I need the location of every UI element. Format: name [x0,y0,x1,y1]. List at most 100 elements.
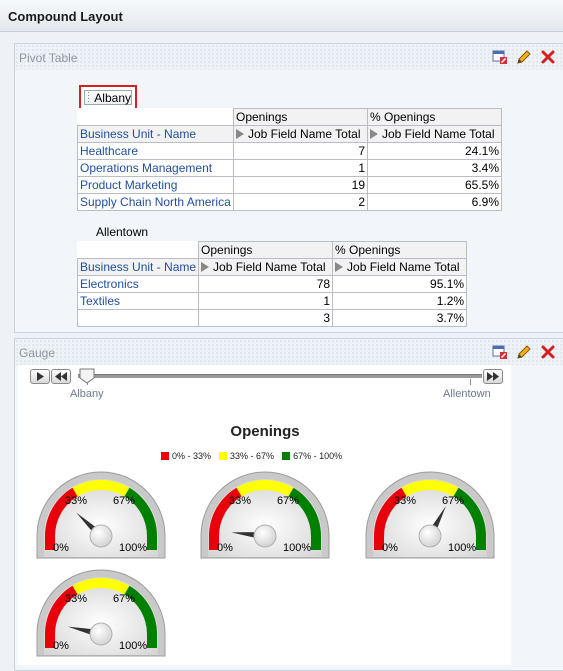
page-item-selector[interactable]: Albany [79,85,137,110]
row-name[interactable]: Operations Management [77,159,234,177]
legend-item: 33% - 67% [219,451,274,461]
table-row: Product Marketing 19 65.5% [77,176,502,194]
table-row: 3 3.7% [76,309,468,327]
legend-label: 67% - 100% [293,451,343,461]
gauge-supply-chain-north-america: 33% 67% 0% 100% [35,568,167,660]
col-header-pct-openings: % Openings [367,108,502,126]
gauge-band-red [374,487,407,536]
gauge-hub [418,524,442,548]
window-title: Compound Layout [8,9,123,24]
expand-triangle-icon[interactable] [335,262,344,272]
tick-label-0: 0% [382,542,398,554]
drag-handle-icon[interactable] [87,91,92,104]
gauge-band-yellow [401,480,459,497]
col-header-openings: Openings [233,108,368,126]
delete-icon[interactable] [539,343,557,361]
tick-label-100: 100% [119,640,148,652]
allentown-label: Allentown [96,225,149,239]
properties-icon[interactable] [491,48,509,66]
tick-label-33: 33% [65,495,88,507]
pivot-table-allentown: Openings % Openings Business Unit - Name… [76,241,468,327]
gauge-section-header: Gauge [15,339,563,365]
tick-label-0: 0% [53,640,69,652]
gauge-band-red [45,585,78,634]
tick-label-33: 33% [229,495,252,507]
sub-header-label: Job Field Name Total [213,260,326,274]
sub-header[interactable]: Job Field Name Total [367,125,502,143]
row-name[interactable] [76,309,200,327]
legend-item: 67% - 100% [282,451,342,461]
row-name[interactable]: Product Marketing [77,176,234,194]
slider-tick [470,379,471,385]
cell-pct: 1.2% [332,292,468,310]
chart-title: Openings [230,423,300,440]
page-item-label: Albany [94,90,131,105]
tick-label-67: 67% [113,495,136,507]
gauge-band-green-base [147,634,157,648]
play-button[interactable] [30,369,50,384]
table-row: Electronics 78 95.1% [76,275,468,293]
gauge-hub [89,622,113,646]
sub-header-label: Job Field Name Total [347,260,460,274]
cell-pct: 95.1% [332,275,468,293]
gauge-band-red-base [209,536,219,550]
properties-icon[interactable] [491,343,509,361]
edit-pencil-icon[interactable] [515,48,533,66]
gauge-section-label: Gauge [19,346,56,360]
legend-label: 33% - 67% [230,451,275,461]
row-name[interactable]: Textiles [76,292,200,310]
row-name[interactable]: Electronics [76,275,200,293]
delete-icon[interactable] [539,48,557,66]
tick-label-100: 100% [448,542,477,554]
sub-header[interactable]: Job Field Name Total [332,258,468,276]
gauge-hub [253,524,277,548]
gauge-band-red [209,487,242,536]
cell-openings: 19 [233,176,368,194]
tick-label-0: 0% [217,542,233,554]
sub-header[interactable]: Job Field Name Total [198,258,334,276]
cell-pct: 65.5% [367,176,502,194]
pivot-toolbar [491,48,557,66]
tick-label-100: 100% [283,542,312,554]
gauge-band-yellow [72,480,130,497]
row-name[interactable]: Healthcare [77,142,234,160]
legend-swatch-green [282,452,291,460]
cell-pct: 3.7% [332,309,468,327]
slider-start-label[interactable]: Albany [70,388,104,400]
page-item-box[interactable]: Albany [84,90,132,105]
pivot-section-label: Pivot Table [19,51,78,65]
expand-triangle-icon[interactable] [370,129,378,139]
gauge-dial [36,569,166,657]
slider-thumb[interactable] [78,368,96,384]
chart-legend: 0% - 33% 33% - 67% 67% - 100% [161,451,342,461]
gauge-band-green [288,487,321,536]
gauge-band-green [124,585,157,634]
col-header-openings: Openings [198,241,334,259]
cell-openings: 3 [198,309,334,327]
slider-end-label[interactable]: Allentown [443,388,491,400]
legend-swatch-yellow [219,452,228,460]
row-header-label[interactable]: Business Unit - Name [77,125,234,143]
row-header-label[interactable]: Business Unit - Name [76,258,200,276]
tick-label-67: 67% [277,495,300,507]
gauge-healthcare: 33% 67% 0% 100% [35,470,167,562]
tick-label-33: 33% [394,495,417,507]
gauge-product-marketing: 33% 67% 0% 100% [364,470,496,562]
tick-label-33: 33% [65,593,88,605]
gauge-band-green [124,487,157,536]
expand-triangle-icon[interactable] [201,262,210,272]
pivot-table-albany: Openings % Openings Business Unit - Name… [77,108,502,211]
edit-pencil-icon[interactable] [515,343,533,361]
step-forward-button[interactable] [483,369,503,384]
step-back-button[interactable] [51,369,71,384]
cell-openings: 78 [198,275,334,293]
row-name[interactable]: Supply Chain North America [77,193,234,211]
pivot-section-header: Pivot Table [15,44,563,70]
gauge-band-yellow [72,578,130,595]
slider-track[interactable] [78,374,482,378]
sub-header-label: Job Field Name Total [382,127,495,141]
expand-triangle-icon[interactable] [236,129,244,139]
sub-header[interactable]: Job Field Name Total [233,125,368,143]
cell-pct: 3.4% [367,159,502,177]
